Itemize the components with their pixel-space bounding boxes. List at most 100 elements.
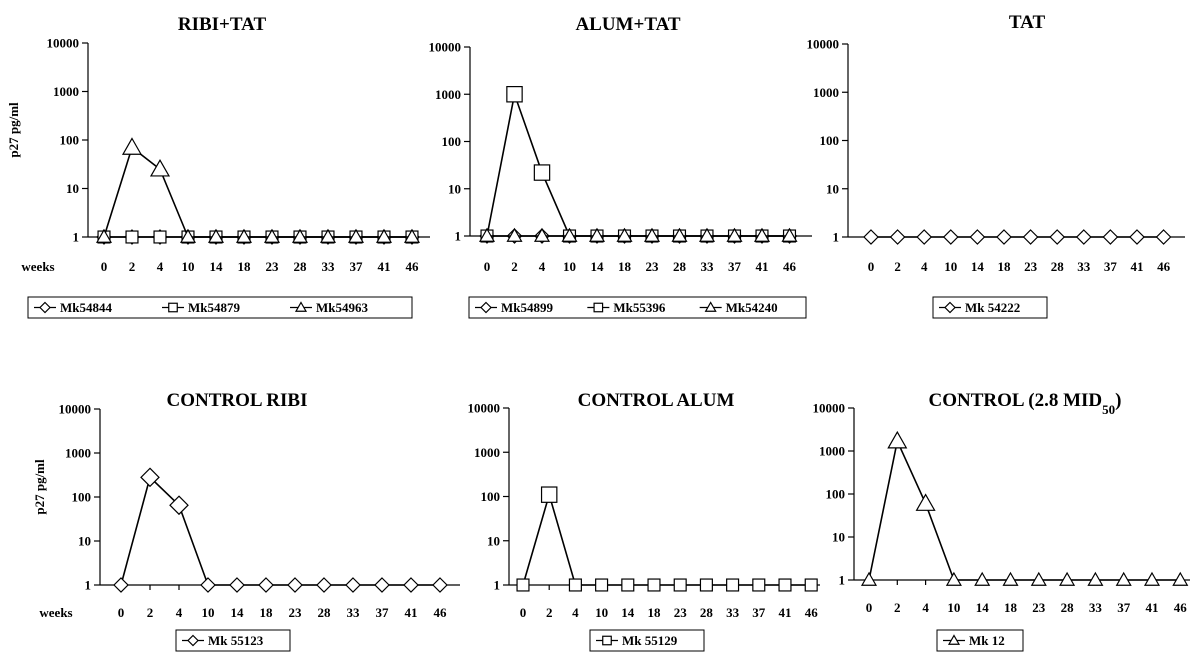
data-point-triangle: [1002, 571, 1019, 586]
legend-frame: [936, 629, 1024, 652]
legend-marker-square: [602, 635, 612, 646]
data-point-triangle: [915, 493, 936, 511]
y-tick-label: 10: [448, 181, 461, 196]
data-point-triangle: [561, 227, 578, 242]
x-tick-label: 37: [728, 259, 742, 274]
x-tick-label: 4: [157, 259, 164, 274]
x-tick-label: 4: [922, 600, 929, 615]
x-tick-label: 28: [673, 259, 687, 274]
data-point-diamond: [942, 229, 959, 245]
series-line: [120, 475, 440, 586]
x-tick-label: 0: [101, 259, 108, 274]
x-tick-label: 23: [1024, 259, 1038, 274]
data-point-diamond: [996, 229, 1012, 245]
legend-label: Mk54844: [60, 300, 113, 315]
chart-title: ALUM+TAT: [575, 14, 680, 35]
data-point-diamond: [229, 577, 245, 593]
data-point-square: [153, 230, 167, 244]
chart-legend: Mk54844 Mk54879 Mk54963: [27, 296, 413, 319]
x-tick-label: 37: [376, 605, 390, 620]
legend-label: Mk 55129: [622, 633, 678, 648]
y-tick-label: 1: [494, 578, 501, 593]
data-point-diamond: [863, 229, 879, 245]
y-tick-label: 100: [442, 134, 462, 149]
x-tick-label: 37: [350, 259, 364, 274]
x-tick-label: 46: [406, 259, 420, 274]
y-tick-label: 10000: [468, 401, 501, 416]
x-tick-label: 41: [756, 259, 769, 274]
y-tick-label: 1000: [65, 446, 91, 461]
y-tick-label: 10: [487, 533, 500, 548]
y-tick-label: 1000: [813, 85, 839, 100]
data-point-triangle: [291, 228, 309, 243]
data-point-triangle: [860, 571, 878, 586]
x-tick-label: 23: [266, 259, 280, 274]
data-point-diamond: [1049, 229, 1066, 245]
data-point-triangle: [643, 227, 661, 242]
x-tick-label: 46: [805, 605, 819, 620]
legend-label: Mk54899: [501, 300, 554, 315]
y-tick-label: 100: [826, 487, 846, 502]
data-point-square: [516, 578, 530, 592]
x-tick-label: 28: [1051, 259, 1065, 274]
data-point-triangle: [887, 430, 908, 449]
x-tick-label: 10: [944, 259, 957, 274]
y-tick-label: 100: [60, 133, 80, 148]
series-line: [522, 491, 812, 586]
x-tick-label: 28: [700, 605, 714, 620]
x-tick-label: 37: [1117, 600, 1131, 615]
data-point-triangle: [671, 227, 688, 242]
data-point-square: [595, 578, 609, 592]
y-tick-label: 10: [826, 181, 839, 196]
y-tick-label: 1: [833, 230, 840, 245]
x-tick-label: 41: [779, 605, 792, 620]
x-tick-label: 14: [210, 259, 224, 274]
x-tick-label: 33: [1077, 259, 1091, 274]
chart-title-main: CONTROL ALUM: [578, 390, 735, 411]
legend-marker-diamond: [480, 301, 492, 314]
data-point-diamond: [287, 577, 303, 593]
data-point-triangle: [1143, 571, 1161, 586]
chart-title: CONTROL (2.8 MID50): [929, 390, 1122, 417]
x-tick-label: 10: [563, 259, 576, 274]
data-point-triangle: [319, 228, 337, 243]
chart-title: CONTROL ALUM: [578, 390, 735, 411]
legend-label: Mk55396: [613, 300, 666, 315]
y-tick-label: 1000: [53, 84, 79, 99]
data-point-diamond: [1075, 229, 1092, 245]
x-tick-label: 2: [894, 259, 901, 274]
y-tick-label: 10000: [813, 401, 846, 416]
chart-legend: Mk 54222: [932, 296, 1048, 319]
data-point-diamond: [316, 577, 332, 593]
legend-marker-square: [593, 302, 604, 313]
x-tick-label: 18: [648, 605, 662, 620]
data-point-square: [673, 578, 687, 592]
y-tick-label: 10000: [429, 40, 462, 55]
y-axis-label: p27 pg/ml: [32, 459, 47, 515]
x-tick-label: 28: [318, 605, 332, 620]
data-point-triangle: [974, 571, 991, 586]
data-point-triangle: [263, 228, 281, 243]
y-tick-label: 10000: [59, 402, 92, 417]
data-point-square: [621, 578, 635, 592]
x-tick-label: 4: [572, 605, 579, 620]
y-tick-label: 1: [73, 230, 80, 245]
y-tick-label: 1000: [435, 87, 461, 102]
chart-title-main: CONTROL (2.8 MID: [929, 390, 1103, 411]
x-axis-label: weeks: [39, 605, 72, 620]
data-point-diamond: [200, 577, 216, 593]
chart-title-subscript: 50: [1102, 402, 1115, 417]
legend-marker-diamond: [944, 301, 956, 314]
data-point-square: [804, 578, 818, 592]
y-tick-label: 1: [455, 229, 462, 244]
x-tick-label: 2: [129, 259, 136, 274]
legend-marker-square: [168, 302, 178, 313]
data-point-triangle: [1030, 571, 1047, 586]
legend-frame: [175, 629, 291, 652]
legend-frame: [589, 629, 705, 652]
data-point-triangle: [726, 227, 743, 242]
x-tick-label: 18: [998, 259, 1012, 274]
